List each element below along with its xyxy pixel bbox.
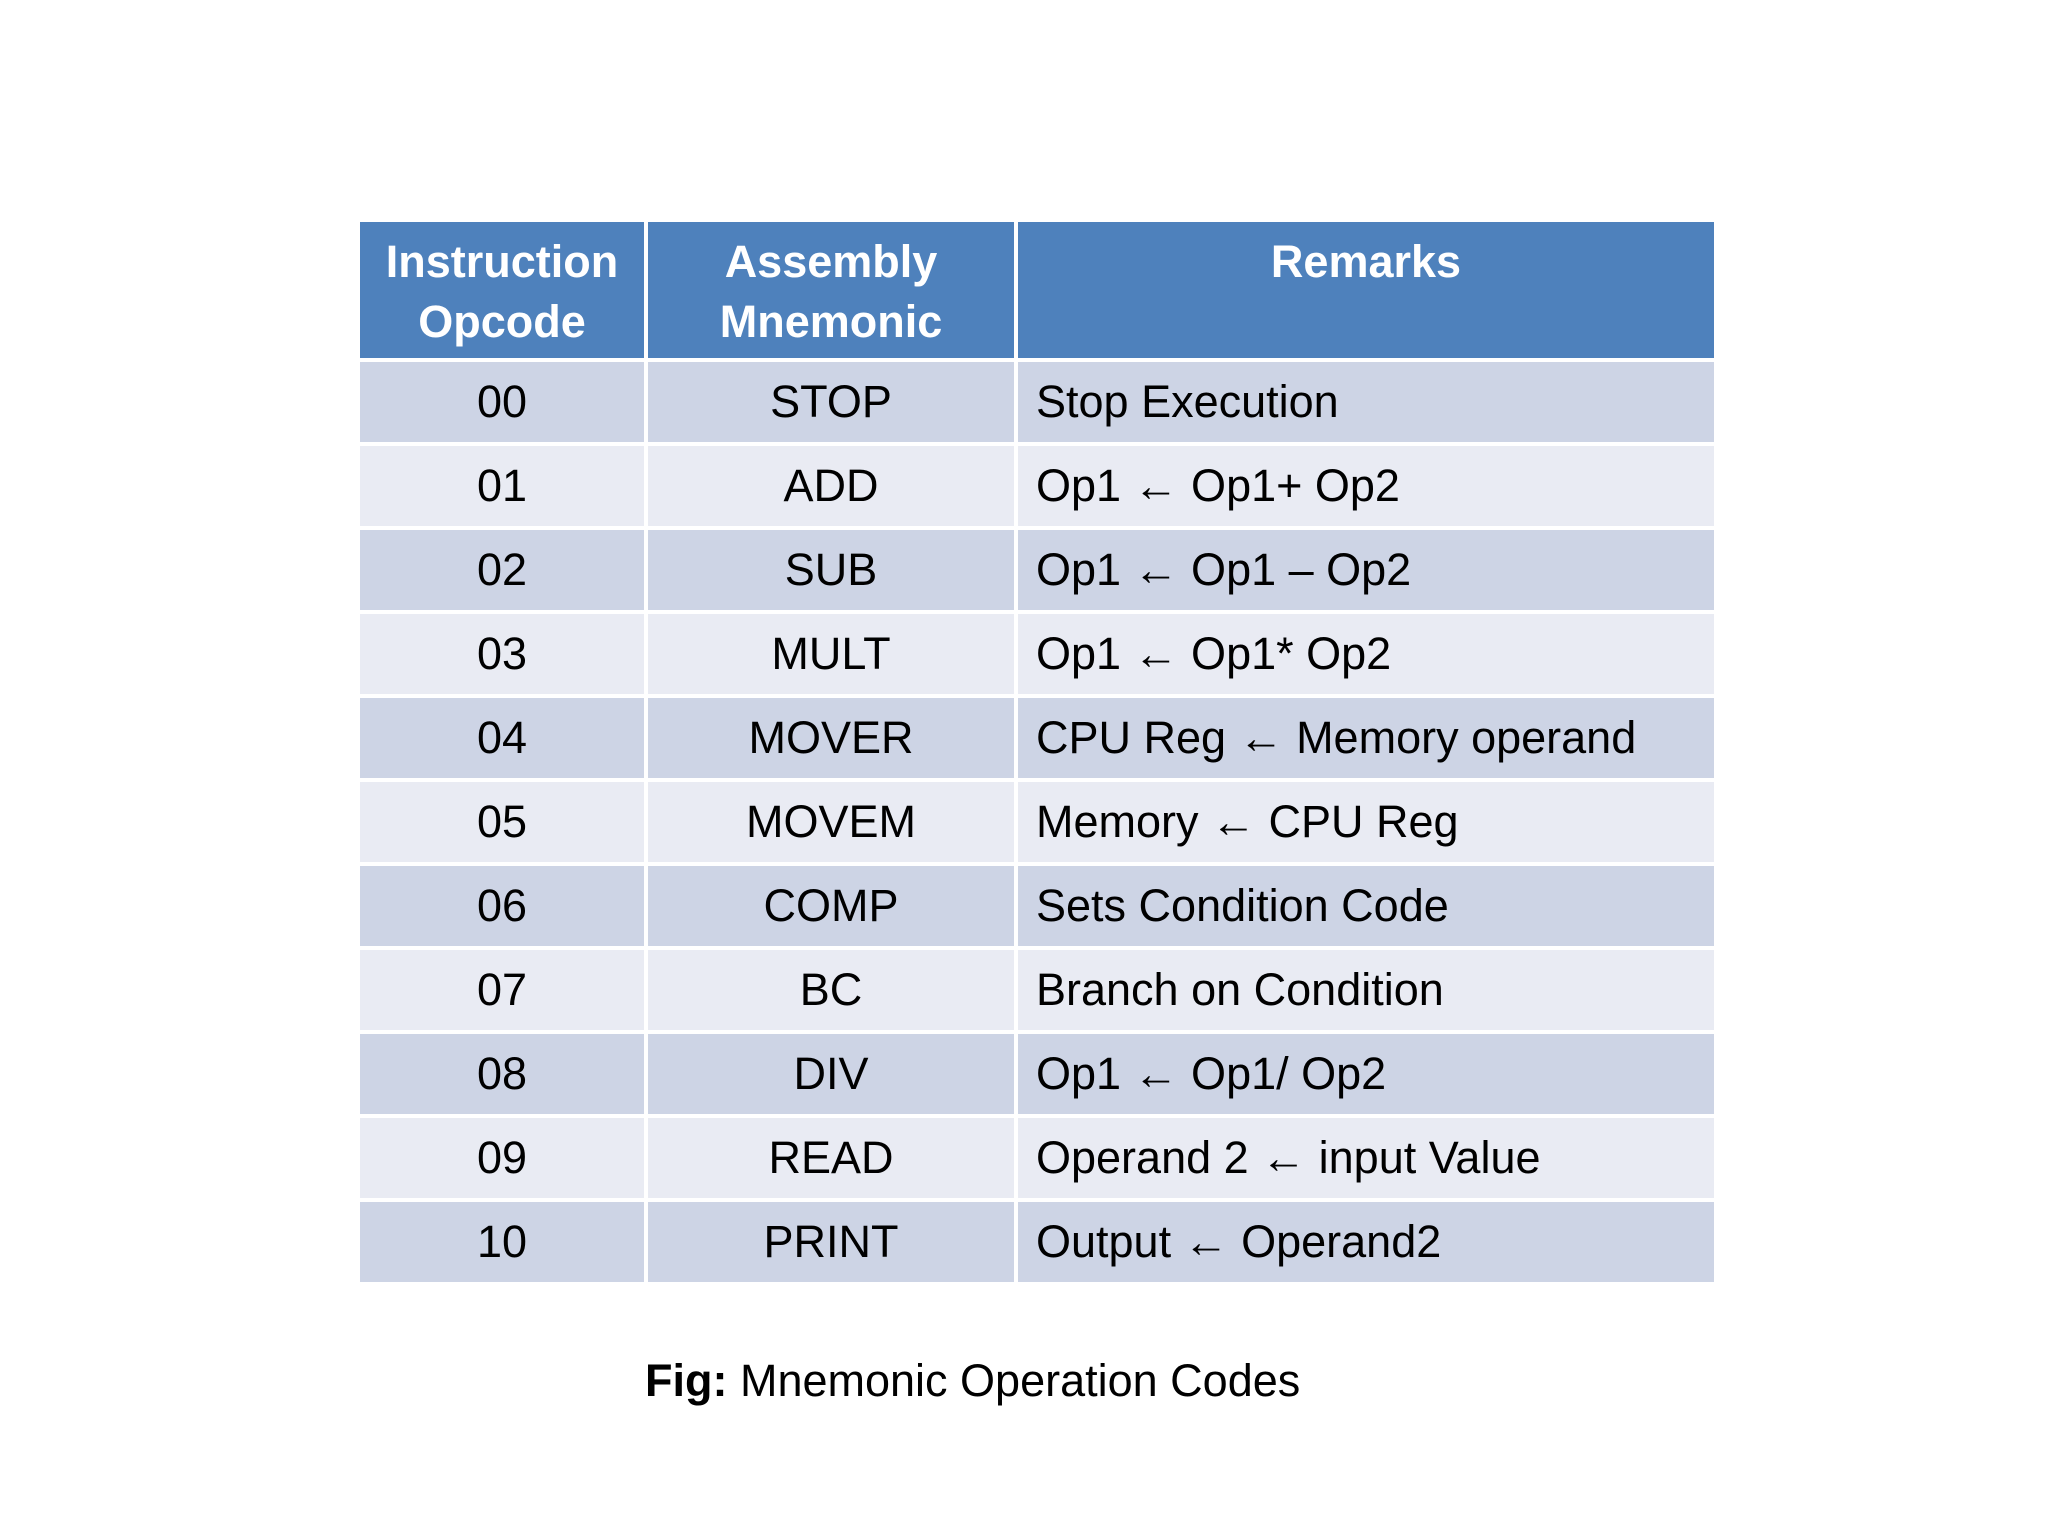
opcode-cell: 09: [360, 1118, 644, 1198]
remarks-cell: Op1 ← Op1 – Op2: [1018, 530, 1714, 610]
opcode-table-body: 00 STOP Stop Execution 01 ADD Op1 ← Op1+…: [360, 362, 1714, 1282]
remarks-cell: Sets Condition Code: [1018, 866, 1714, 946]
opcode-cell: 05: [360, 782, 644, 862]
table-row: 01 ADD Op1 ← Op1+ Op2: [360, 446, 1714, 526]
remarks-cell: Op1 ← Op1+ Op2: [1018, 446, 1714, 526]
opcode-cell: 06: [360, 866, 644, 946]
mnemonic-cell: STOP: [648, 362, 1014, 442]
opcode-cell: 08: [360, 1034, 644, 1114]
mnemonic-cell: MOVER: [648, 698, 1014, 778]
mnemonic-cell: READ: [648, 1118, 1014, 1198]
remarks-cell: Op1 ← Op1* Op2: [1018, 614, 1714, 694]
table-row: 03 MULT Op1 ← Op1* Op2: [360, 614, 1714, 694]
table-row: 08 DIV Op1 ← Op1/ Op2: [360, 1034, 1714, 1114]
table-row: 02 SUB Op1 ← Op1 – Op2: [360, 530, 1714, 610]
opcode-cell: 03: [360, 614, 644, 694]
remarks-cell: Operand 2 ← input Value: [1018, 1118, 1714, 1198]
opcode-cell: 01: [360, 446, 644, 526]
mnemonic-opcode-table: Instruction Opcode Assembly Mnemonic Rem…: [356, 218, 1718, 1286]
remarks-cell: Branch on Condition: [1018, 950, 1714, 1030]
figure-caption: Fig: Mnemonic Operation Codes: [645, 1352, 1300, 1410]
header-row: Instruction Opcode Assembly Mnemonic Rem…: [360, 222, 1714, 358]
remarks-cell: Stop Execution: [1018, 362, 1714, 442]
remarks-cell: Output ← Operand2: [1018, 1202, 1714, 1282]
mnemonic-cell: DIV: [648, 1034, 1014, 1114]
opcode-cell: 04: [360, 698, 644, 778]
mnemonic-cell: MULT: [648, 614, 1014, 694]
header-assembly-mnemonic: Assembly Mnemonic: [648, 222, 1014, 358]
mnemonic-cell: PRINT: [648, 1202, 1014, 1282]
table-row: 04 MOVER CPU Reg ← Memory operand: [360, 698, 1714, 778]
table-header: Instruction Opcode Assembly Mnemonic Rem…: [360, 222, 1714, 358]
table-row: 06 COMP Sets Condition Code: [360, 866, 1714, 946]
table-row: 05 MOVEM Memory ← CPU Reg: [360, 782, 1714, 862]
opcode-cell: 00: [360, 362, 644, 442]
table-row: 00 STOP Stop Execution: [360, 362, 1714, 442]
table-row: 10 PRINT Output ← Operand2: [360, 1202, 1714, 1282]
header-remarks: Remarks: [1018, 222, 1714, 358]
remarks-cell: Memory ← CPU Reg: [1018, 782, 1714, 862]
table-row: 09 READ Operand 2 ← input Value: [360, 1118, 1714, 1198]
remarks-cell: CPU Reg ← Memory operand: [1018, 698, 1714, 778]
figure-caption-prefix: Fig:: [645, 1355, 728, 1406]
mnemonic-cell: COMP: [648, 866, 1014, 946]
table-row: 07 BC Branch on Condition: [360, 950, 1714, 1030]
mnemonic-cell: SUB: [648, 530, 1014, 610]
mnemonic-opcode-table-wrap: Instruction Opcode Assembly Mnemonic Rem…: [356, 218, 1718, 1286]
mnemonic-cell: MOVEM: [648, 782, 1014, 862]
remarks-cell: Op1 ← Op1/ Op2: [1018, 1034, 1714, 1114]
header-instruction-opcode: Instruction Opcode: [360, 222, 644, 358]
opcode-cell: 02: [360, 530, 644, 610]
mnemonic-cell: ADD: [648, 446, 1014, 526]
opcode-cell: 10: [360, 1202, 644, 1282]
opcode-cell: 07: [360, 950, 644, 1030]
figure-caption-text: Mnemonic Operation Codes: [727, 1355, 1301, 1406]
mnemonic-cell: BC: [648, 950, 1014, 1030]
